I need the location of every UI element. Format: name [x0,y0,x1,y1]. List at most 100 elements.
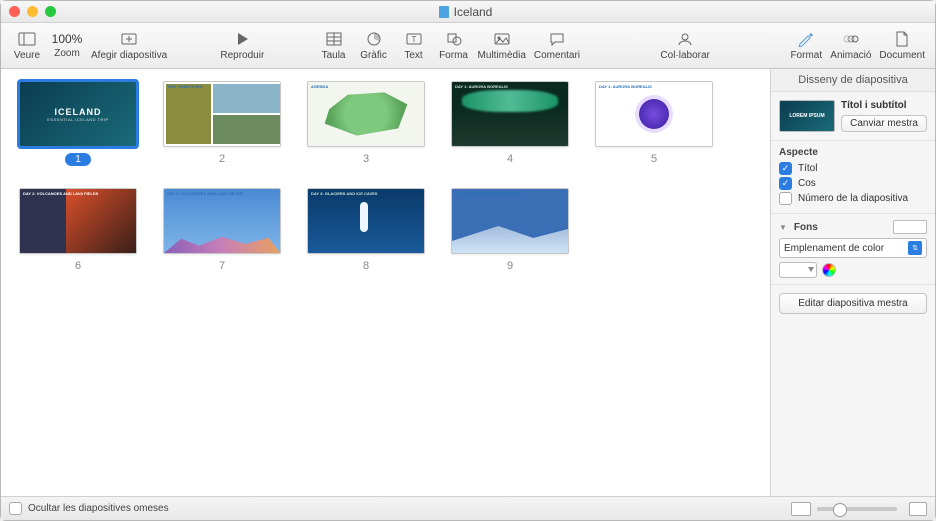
view-icon [17,30,37,48]
format-button[interactable]: Format [786,25,826,67]
window-title: Iceland [56,5,875,19]
fullscreen-window-button[interactable] [45,6,56,17]
light-table-pane[interactable]: ICELANDESSENTIAL ICELAND TRIP1 TRIP OBJEC… [1,69,770,496]
collaborate-icon [675,30,695,48]
slide-thumbnail[interactable]: DAY 1: AURORA BOREALIS 4 [451,81,569,166]
change-master-button[interactable]: Canviar mestra [841,115,927,132]
slide-thumb-9[interactable]: DAY 3: GLACIERS AND ICE CAVES [451,188,569,254]
shape-icon [444,30,464,48]
slide-number: 8 [363,260,369,272]
comment-button[interactable]: Comentari [530,25,584,67]
play-button[interactable]: Reproduir [207,25,277,67]
media-button[interactable]: Multimèdia [474,25,530,67]
format-label: Format [790,50,822,61]
view-button[interactable]: Veure [7,25,47,67]
slide-title: ICELAND [55,107,102,117]
play-icon [232,30,252,48]
comment-label: Comentari [534,50,580,61]
slide-thumb-6[interactable]: DAY 2: VOLCANOES AND LAVA FIELDS [19,188,137,254]
color-picker-button[interactable] [822,263,836,277]
master-slide-row: LOREM IPSUM Títol i subtítol Canviar mes… [771,92,935,141]
zoom-button[interactable]: 100% Zoom [47,25,87,67]
slide-thumbnail[interactable]: DAY 2: VOLCANOES AND LAVA FIELDS6 [19,188,137,272]
appearance-section: Aspecte Títol Cos Número de la diapositi… [771,141,935,214]
slide-number-checkbox-row[interactable]: Número de la diapositiva [779,192,927,205]
text-button[interactable]: T Text [394,25,434,67]
table-button[interactable]: Taula [314,25,354,67]
select-arrows-icon: ⇅ [908,241,922,255]
appearance-heading: Aspecte [779,147,927,158]
hide-skipped-checkbox-row[interactable]: Ocultar les diapositives omeses [9,502,169,515]
chart-icon [364,30,384,48]
traffic-lights [9,6,56,17]
slide-thumbnail[interactable]: DAY 1: AURORA BOREALIS5 [595,81,713,166]
text-icon: T [404,30,424,48]
slide-thumb-2[interactable]: TRIP OBJECTIVES [163,81,281,147]
main-area: ICELANDESSENTIAL ICELAND TRIP1 TRIP OBJEC… [1,69,935,496]
master-thumbnail[interactable]: LOREM IPSUM [779,100,835,132]
slide-thumb-3[interactable]: AGENDA [307,81,425,147]
format-icon [796,30,816,48]
slide-number-checkbox[interactable] [779,192,792,205]
thumbnail-size-large-icon[interactable] [909,502,927,516]
slide-thumb-7[interactable]: DAY 2: VOLCANOES AND LAVA FIELDS [163,188,281,254]
document-button[interactable]: Document [875,25,929,67]
title-checkbox[interactable] [779,162,792,175]
shape-label: Forma [439,50,468,61]
slide-number: 3 [363,153,369,165]
slide-thumbnail[interactable]: DAY 3: GLACIERS AND ICE CAVES 8 [307,188,425,272]
slide-thumbnail[interactable]: DAY 3: GLACIERS AND ICE CAVES9 [451,188,569,272]
collaborate-button[interactable]: Col·laborar [656,25,713,67]
slide-thumb-1[interactable]: ICELANDESSENTIAL ICELAND TRIP [19,81,137,147]
master-name: Títol i subtítol [841,100,927,111]
edit-master-slide-button[interactable]: Editar diapositiva mestra [779,293,927,314]
fill-type-value: Emplenament de color [784,243,884,254]
slide-thumbnail[interactable]: DAY 2: VOLCANOES AND LAVA FIELDS 7 [163,188,281,272]
slide-thumb-4[interactable]: DAY 1: AURORA BOREALIS [451,81,569,147]
slide-number: 7 [219,260,225,272]
add-slide-icon [119,30,139,48]
media-label: Multimèdia [478,50,526,61]
add-slide-button[interactable]: Afegir diapositiva [87,25,171,67]
slide-thumbnail[interactable]: TRIP OBJECTIVES 2 [163,81,281,166]
svg-text:T: T [411,35,416,44]
hide-skipped-label: Ocultar les diapositives omeses [28,503,169,514]
body-checkbox[interactable] [779,177,792,190]
comment-icon [547,30,567,48]
collaborate-label: Col·laborar [660,50,709,61]
fill-color-swatch[interactable] [779,262,817,278]
text-label: Text [404,50,422,61]
chevron-down-icon: ▼ [779,223,787,232]
slide-number: 4 [507,153,513,165]
thumbnail-size-small-icon[interactable] [791,502,811,516]
background-swatch[interactable] [893,220,927,234]
document-icon [892,30,912,48]
chart-label: Gràfic [360,50,387,61]
thumbnail-zoom-slider[interactable] [817,507,897,511]
slide-thumbnail[interactable]: ICELANDESSENTIAL ICELAND TRIP1 [19,81,137,166]
format-sidebar: Disseny de diapositiva LOREM IPSUM Títol… [770,69,935,496]
slide-number: 2 [219,153,225,165]
table-label: Taula [322,50,346,61]
background-section: ▼ Fons Emplenament de color ⇅ [771,214,935,285]
background-heading: Fons [794,222,818,233]
close-window-button[interactable] [9,6,20,17]
body-checkbox-label: Cos [798,178,816,189]
chart-button[interactable]: Gràfic [354,25,394,67]
shape-button[interactable]: Forma [434,25,474,67]
play-label: Reproduir [220,50,264,61]
body-checkbox-row[interactable]: Cos [779,177,927,190]
minimize-window-button[interactable] [27,6,38,17]
animation-button[interactable]: Animació [826,25,875,67]
slide-thumbnail[interactable]: AGENDA 3 [307,81,425,166]
fill-type-select[interactable]: Emplenament de color ⇅ [779,238,927,258]
toolbar: Veure 100% Zoom Afegir diapositiva Repro… [1,23,935,69]
add-slide-label: Afegir diapositiva [91,50,167,61]
slide-thumb-5[interactable]: DAY 1: AURORA BOREALIS [595,81,713,147]
hide-skipped-checkbox[interactable] [9,502,22,515]
title-checkbox-row[interactable]: Títol [779,162,927,175]
background-disclosure[interactable]: ▼ Fons [779,220,927,234]
slide-thumb-8[interactable]: DAY 3: GLACIERS AND ICE CAVES [307,188,425,254]
document-label: Document [879,50,925,61]
table-icon [324,30,344,48]
